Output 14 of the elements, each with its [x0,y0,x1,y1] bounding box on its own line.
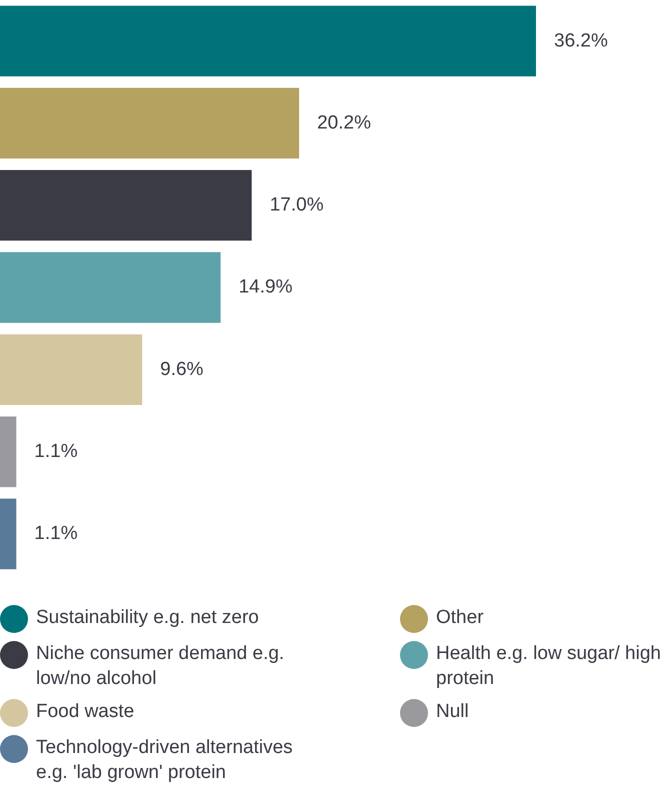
data-label: 1.1% [34,523,78,544]
legend-label: Other [436,606,484,630]
legend-label: Niche consumer demand e.g. low/no alcohol [36,642,286,691]
data-label: 36.2% [554,30,608,52]
legend-label: Null [436,700,469,724]
legend-label: Sustainability e.g. net zero [36,606,259,630]
legend-label: Technology-driven alternatives e.g. 'lab grown' protein [36,736,294,785]
data-label: 14.9% [238,276,293,298]
data-label: 9.6% [160,358,204,380]
data-label: 17.0% [270,194,324,216]
data-label: 20.2% [317,112,372,134]
data-label: 1.1% [34,441,78,462]
legend-label: Health e.g. low sugar/ high protein [436,642,662,691]
legend-label: Food waste [36,700,134,724]
